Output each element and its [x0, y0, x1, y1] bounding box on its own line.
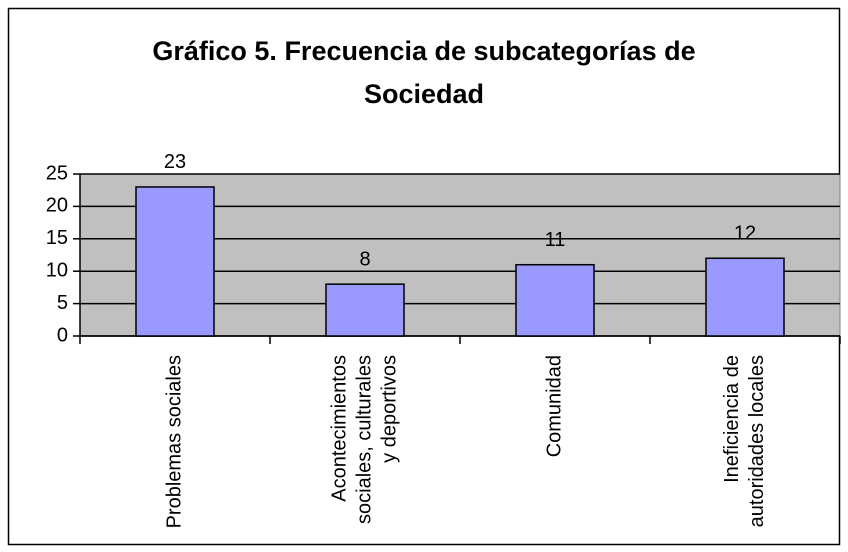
data-label: 12 [734, 223, 756, 245]
bar [515, 263, 595, 337]
y-tick-label: 5 [57, 292, 68, 314]
y-tick-label: 10 [46, 259, 68, 281]
data-label: 23 [164, 151, 186, 173]
y-tick-label: 15 [46, 227, 68, 249]
x-tick-label: Comunidad [543, 355, 566, 458]
bar [325, 283, 405, 337]
x-tick-label: Acontecimientos sociales, culturales y d… [328, 355, 401, 524]
bar [705, 257, 785, 337]
y-tick-label: 25 [46, 162, 68, 184]
chart-title: Gráfico 5. Frecuencia de subcategorías d… [152, 36, 696, 109]
bar [135, 186, 215, 337]
x-tick-label: Problemas sociales [163, 355, 186, 529]
data-label: 11 [545, 229, 566, 251]
y-tick-label: 20 [46, 195, 68, 217]
data-label: 8 [359, 248, 370, 270]
x-tick-label: Ineficiencia de autoridades locales [721, 355, 768, 528]
y-tick-label: 0 [57, 324, 68, 346]
